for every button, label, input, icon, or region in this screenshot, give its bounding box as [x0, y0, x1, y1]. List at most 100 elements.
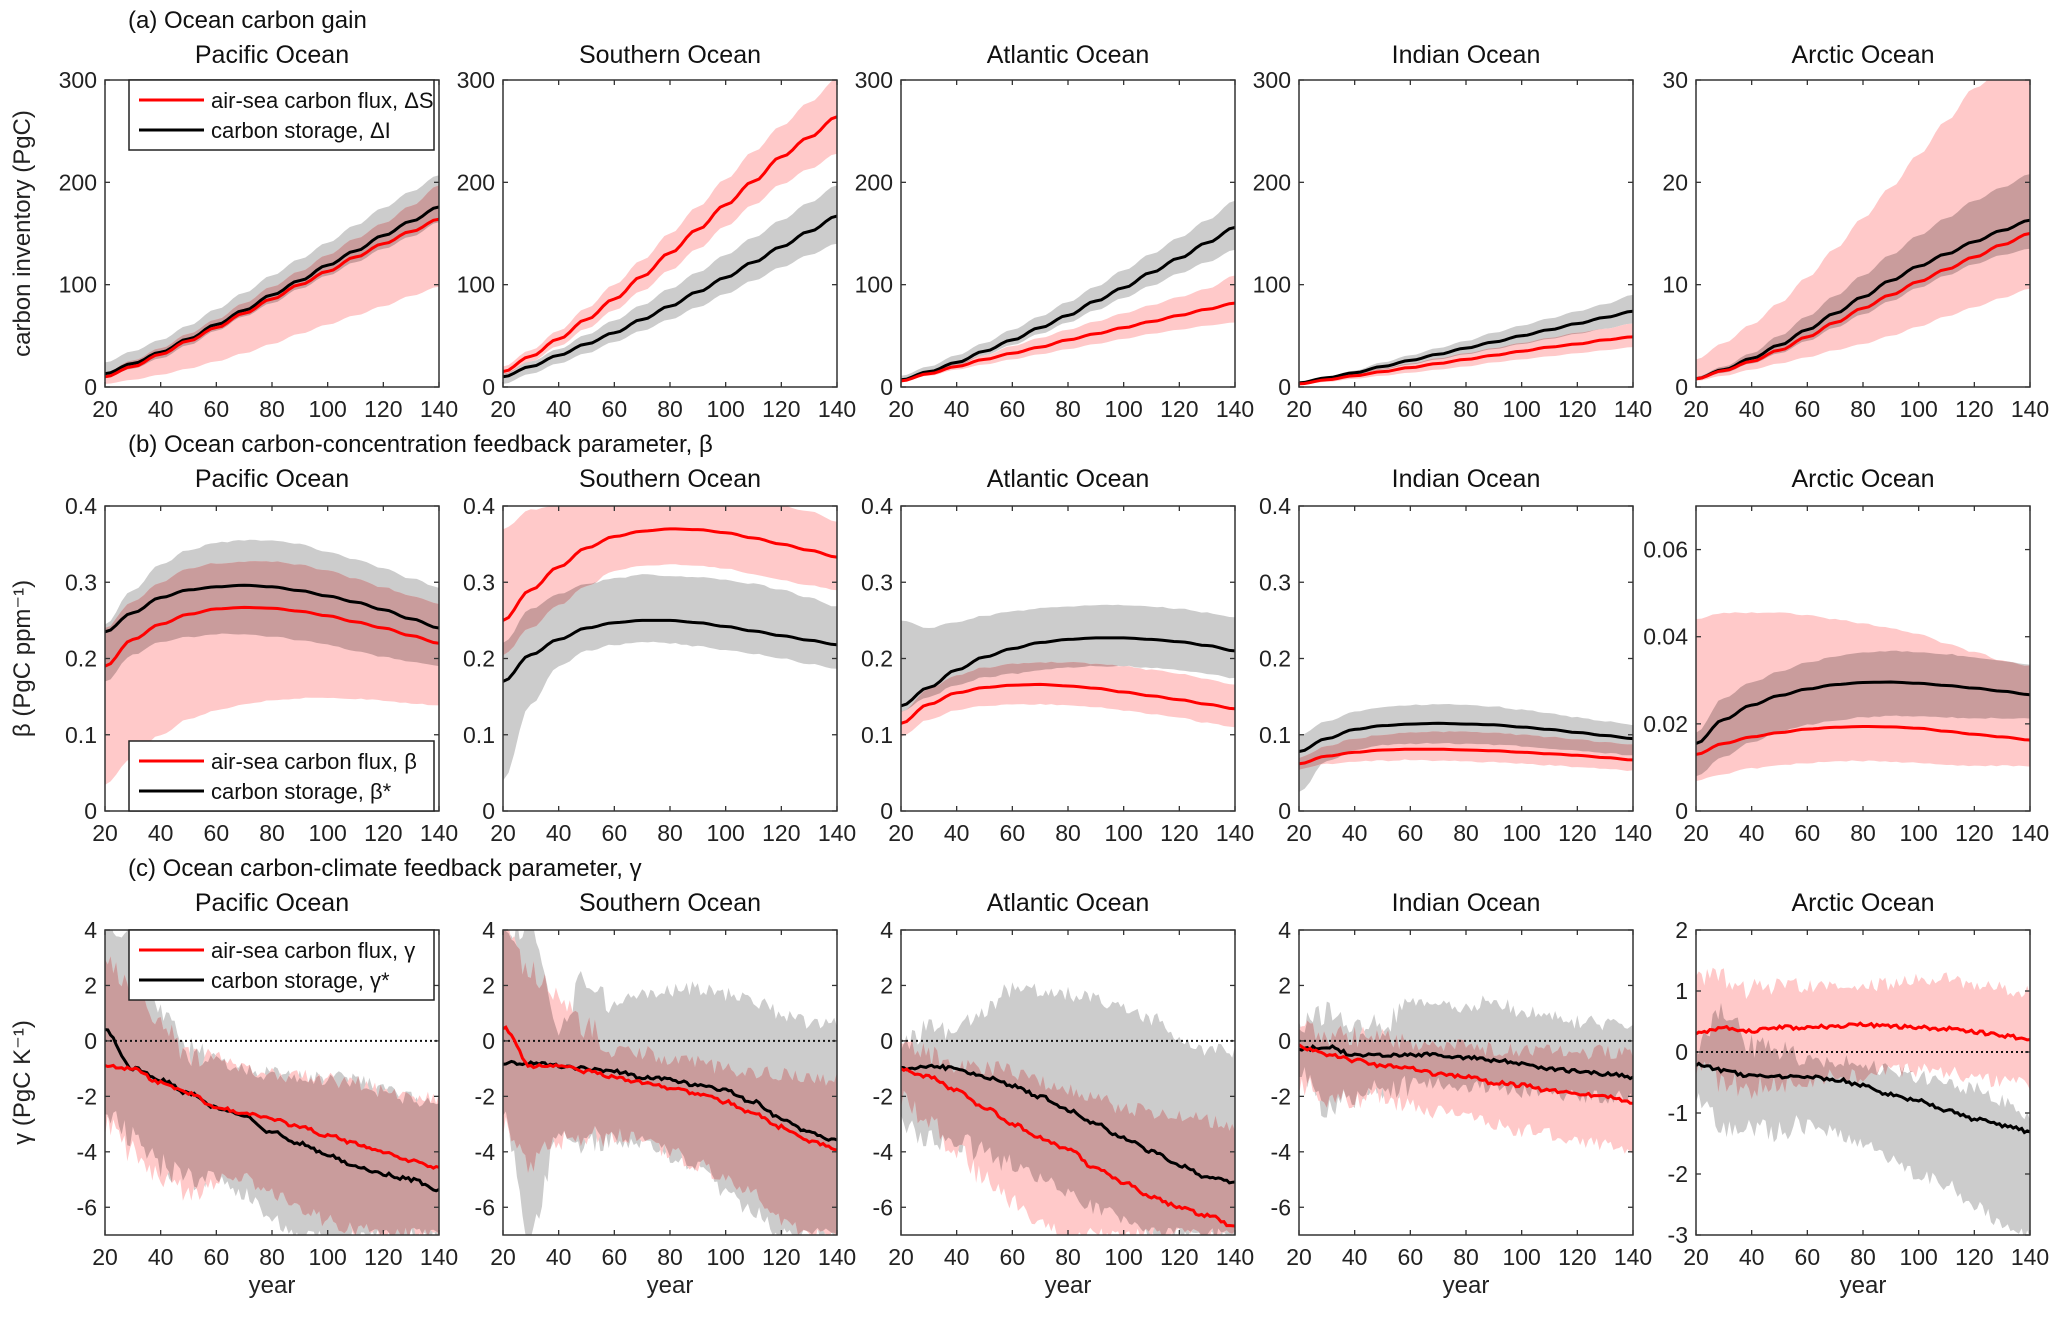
plot-area	[105, 539, 439, 785]
panel-a-southern-ocean: 20 40 60 80 100 120 140 0 100 200 300 Southern Ocea…	[457, 41, 857, 422]
storage-mean-line	[1696, 1061, 2030, 1135]
x-tick-label: 60	[1000, 1244, 1026, 1270]
y-tick-label: 0.4	[65, 493, 97, 519]
panel-title: Indian Ocean	[1392, 41, 1541, 69]
panel-c-pacific-ocean: 20 40 60 80 100 120 140 -6 -4 -2 0 2 4 Pacific Ocean y…	[77, 889, 459, 1299]
y-tick-label: 100	[457, 272, 495, 298]
x-tick-label: 120	[762, 1244, 800, 1270]
x-tick-label: 20	[92, 1244, 118, 1270]
y-tick-label: 2	[880, 972, 893, 998]
x-tick-label: 140	[2011, 820, 2049, 846]
y-tick-label: -4	[77, 1139, 98, 1165]
plot-area	[1696, 80, 2030, 381]
x-tick-label: 100	[308, 820, 346, 846]
flux-uncertainty-band	[503, 80, 837, 375]
y-tick-label: -3	[1668, 1222, 1688, 1248]
x-tick-label: 60	[1000, 820, 1026, 846]
y-tick-label: -4	[1271, 1139, 1292, 1165]
flux-mean-line	[105, 1063, 439, 1170]
overlap-uncertainty-band	[1299, 323, 1633, 384]
y-tick-label: 200	[457, 169, 495, 195]
x-tick-label: 60	[1398, 1244, 1424, 1270]
y-tick-label: 0.02	[1643, 711, 1688, 737]
panel-title: Southern Ocean	[579, 889, 761, 917]
flux-mean-line	[1299, 1043, 1633, 1105]
panel-a-pacific-ocean: 20 40 60 80 100 120 140 0 100 200 300 Pacific Ocean…	[59, 41, 459, 422]
x-tick-label: 20	[888, 396, 914, 422]
y-axis-label-a: carbon inventory (PgC)	[9, 110, 36, 357]
x-tick-label: 80	[657, 1244, 683, 1270]
legend-box	[128, 740, 435, 812]
x-tick-label: 120	[1558, 396, 1596, 422]
y-tick-label: 0.4	[861, 493, 893, 519]
x-tick-label: 80	[1850, 1244, 1876, 1270]
x-tick-label: 80	[259, 820, 285, 846]
x-tick-label: 120	[1558, 1244, 1596, 1270]
flux-mean-line	[1299, 747, 1633, 766]
x-tick-label: 60	[1000, 396, 1026, 422]
x-tick-label: 120	[1160, 1244, 1198, 1270]
x-tick-label: 60	[602, 1244, 628, 1270]
x-tick-label: 80	[1055, 820, 1081, 846]
y-tick-label: 0.1	[65, 722, 97, 748]
x-tick-label: 100	[706, 1244, 744, 1270]
x-tick-label: 40	[1342, 820, 1368, 846]
x-tick-label: 120	[364, 396, 402, 422]
flux-mean-line	[105, 605, 439, 668]
x-tick-label: 20	[1683, 1244, 1709, 1270]
y-tick-label: 200	[855, 169, 893, 195]
y-tick-label: 0.4	[1259, 493, 1291, 519]
legend-flux-label: air-sea carbon flux, γ	[211, 938, 415, 963]
flux-mean-line	[901, 301, 1235, 383]
x-tick-label: 120	[762, 820, 800, 846]
panel-a-arctic-ocean: 20 40 60 80 100 120 140 0 10 20 30 Arctic Ocean	[1662, 41, 2049, 422]
x-tick-label: 120	[762, 396, 800, 422]
x-tick-label: 80	[1055, 1244, 1081, 1270]
panel-title: Arctic Ocean	[1791, 41, 1934, 69]
x-tick-label: 140	[818, 396, 856, 422]
x-tick-label: 60	[204, 1244, 230, 1270]
plot-area	[1696, 612, 2030, 782]
x-tick-label: 20	[92, 820, 118, 846]
x-tick-label: 100	[308, 396, 346, 422]
x-tick-label: 140	[1614, 396, 1652, 422]
legend-storage-label: carbon storage, γ*	[211, 968, 390, 993]
panel-a-indian-ocean: 20 40 60 80 100 120 140 0 100 200 300 Indian Ocean	[1253, 41, 1653, 422]
panel-title: Pacific Ocean	[195, 889, 349, 917]
plot-area	[901, 604, 1235, 737]
x-tick-label: 80	[259, 396, 285, 422]
storage-mean-line	[503, 214, 837, 379]
panel-c-arctic-ocean: 20 40 60 80 100 120 140 -3 -2 -1 0 1 2 Arctic Ocean ye…	[1668, 889, 2050, 1299]
storage-mean-line	[1696, 218, 2030, 381]
x-tick-label: 80	[657, 396, 683, 422]
flux-mean-line	[901, 1067, 1235, 1228]
x-tick-label: 40	[546, 1244, 572, 1270]
y-tick-label: 100	[855, 272, 893, 298]
x-tick-label: 140	[1216, 1244, 1254, 1270]
flux-mean-line	[503, 115, 837, 374]
y-tick-label: 2	[84, 972, 97, 998]
storage-uncertainty-band	[503, 185, 837, 384]
plot-area	[1696, 967, 2030, 1235]
x-tick-label: 60	[602, 396, 628, 422]
y-tick-label: 0.3	[65, 569, 97, 595]
y-tick-label: 0	[482, 1028, 495, 1054]
panel-title: Atlantic Ocean	[987, 889, 1150, 917]
y-tick-label: 0.2	[861, 646, 893, 672]
x-tick-label: 40	[546, 396, 572, 422]
x-tick-label: 40	[944, 1244, 970, 1270]
y-tick-label: 0	[482, 798, 495, 824]
x-tick-label: 100	[1899, 396, 1937, 422]
y-tick-label: -1	[1668, 1100, 1688, 1126]
y-tick-label: 0	[1675, 374, 1688, 400]
x-tick-label: 20	[1286, 1244, 1312, 1270]
flux-mean-line	[1299, 335, 1633, 386]
y-tick-label: -2	[1271, 1083, 1291, 1109]
legend-storage-label: carbon storage, ΔI	[211, 118, 391, 143]
y-tick-label: 300	[457, 67, 495, 93]
x-tick-label: 20	[888, 820, 914, 846]
x-tick-label: 100	[706, 396, 744, 422]
x-tick-label: 20	[92, 396, 118, 422]
panel-title: Arctic Ocean	[1791, 465, 1934, 493]
overlap-uncertainty-band	[1299, 731, 1633, 770]
